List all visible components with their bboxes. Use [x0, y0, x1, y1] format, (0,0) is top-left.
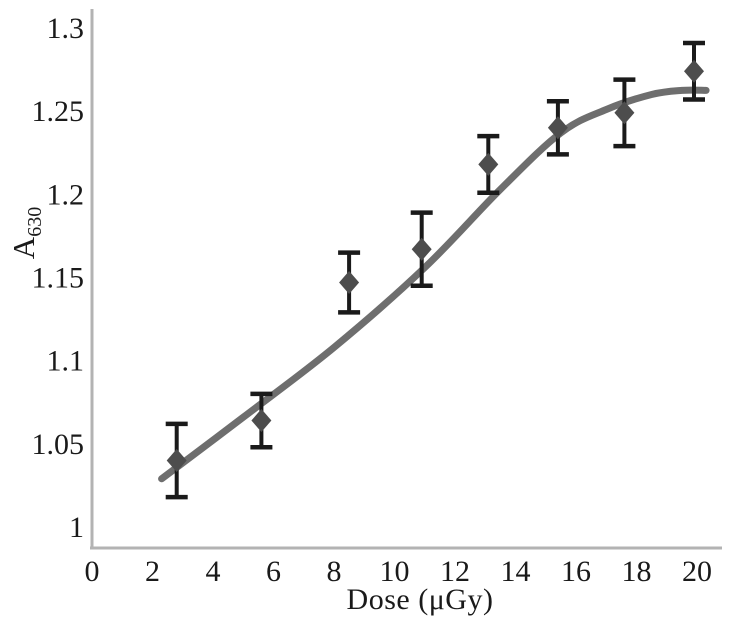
y-tick-label: 1.3 [47, 12, 85, 45]
x-tick-label: 16 [561, 555, 591, 588]
y-tick-label: 1.25 [32, 95, 85, 128]
y-tick-label: 1 [69, 511, 84, 544]
y-tick-label: 1.15 [32, 262, 85, 295]
y-axis-title: A630 [6, 207, 46, 260]
x-tick-label: 10 [380, 555, 410, 588]
x-axis-title-text: Dose (μGy) [346, 583, 494, 616]
data-point-marker [251, 409, 272, 432]
data-point-marker [166, 449, 187, 472]
x-tick-label: 4 [206, 555, 221, 588]
y-axis-title-subscript: 630 [24, 206, 47, 237]
x-tick-label: 0 [85, 555, 100, 588]
x-tick-label: 18 [622, 555, 652, 588]
y-axis-title-main: A [6, 236, 41, 260]
data-point-marker [339, 271, 360, 294]
y-tick-label: 1.2 [47, 178, 85, 211]
x-axis-title: Dose (μGy) [120, 583, 720, 617]
x-tick-label: 20 [682, 555, 712, 588]
data-point-marker [614, 101, 635, 125]
x-tick-label: 14 [501, 555, 531, 588]
x-tick-label: 6 [266, 555, 281, 588]
x-tick-label: 8 [327, 555, 342, 588]
fitted-curve-path [158, 86, 710, 483]
y-tick-label: 1.1 [47, 345, 85, 378]
data-point-marker [547, 116, 568, 140]
x-tick-label: 2 [145, 555, 160, 588]
data-point-marker [411, 237, 432, 261]
data-point-marker [478, 152, 499, 176]
y-tick-label: 1.05 [32, 428, 85, 461]
data-point-marker [684, 59, 704, 83]
x-tick-label: 12 [440, 555, 470, 588]
